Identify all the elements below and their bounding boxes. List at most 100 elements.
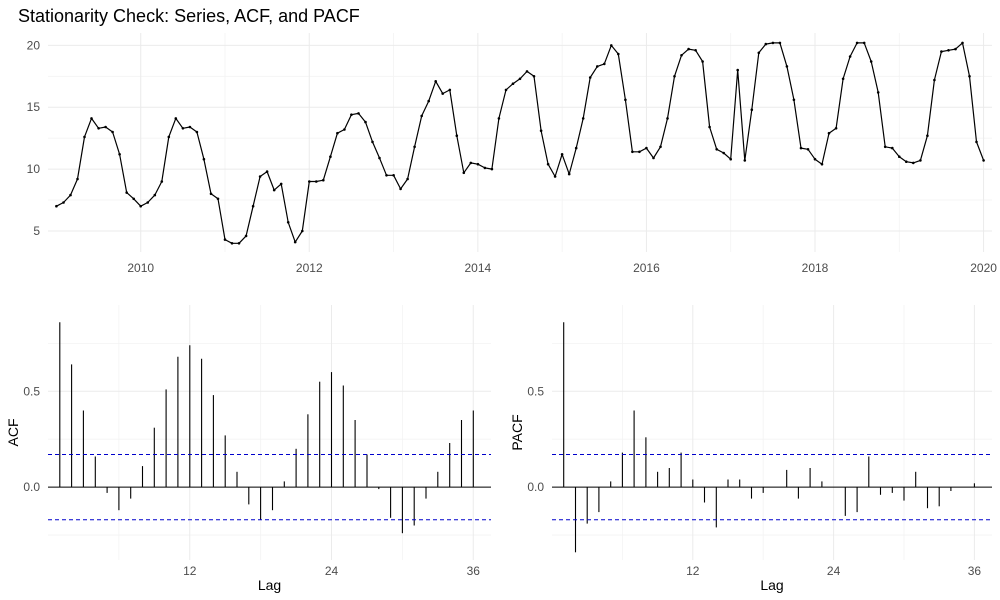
series-point bbox=[574, 146, 578, 150]
series-point bbox=[968, 75, 971, 78]
series-point bbox=[357, 112, 360, 115]
series-point bbox=[202, 157, 206, 161]
acf-x-axis-title: Lag bbox=[258, 577, 281, 593]
series-point bbox=[876, 91, 880, 94]
series-y-tick-label: 5 bbox=[33, 224, 40, 238]
series-point bbox=[518, 77, 522, 81]
series-point bbox=[350, 113, 353, 116]
series-point bbox=[603, 62, 606, 66]
series-point bbox=[778, 41, 782, 45]
series-point bbox=[961, 41, 964, 45]
acf-y-tick-label: 0.0 bbox=[23, 480, 40, 494]
series-point bbox=[687, 47, 690, 51]
series-point bbox=[525, 70, 529, 73]
series-point bbox=[385, 174, 388, 177]
series-point bbox=[181, 127, 185, 130]
series-point bbox=[153, 193, 157, 197]
series-point bbox=[750, 108, 754, 111]
series-point bbox=[146, 201, 149, 204]
series-point bbox=[581, 117, 585, 120]
series-point bbox=[757, 51, 761, 55]
series-point bbox=[869, 60, 873, 63]
pacf-x-axis-title: Lag bbox=[760, 577, 783, 593]
series-point bbox=[132, 197, 135, 201]
series-point bbox=[315, 180, 318, 183]
series-point bbox=[448, 88, 452, 92]
series-point bbox=[792, 98, 796, 102]
series-point bbox=[680, 54, 683, 57]
series-point bbox=[785, 65, 789, 68]
series-point bbox=[258, 175, 262, 178]
series-point bbox=[841, 77, 845, 81]
series-point bbox=[329, 155, 332, 158]
series-point bbox=[862, 41, 866, 45]
series-point bbox=[160, 180, 164, 183]
series-point bbox=[216, 197, 220, 201]
series-point bbox=[462, 171, 466, 175]
series-point bbox=[553, 175, 557, 178]
series-point bbox=[483, 166, 487, 170]
series-point bbox=[336, 131, 339, 135]
series-point bbox=[638, 150, 641, 154]
series-point bbox=[469, 161, 473, 165]
series-point bbox=[413, 145, 416, 149]
series-point bbox=[701, 60, 704, 63]
series-point bbox=[118, 153, 121, 156]
series-point bbox=[820, 162, 824, 166]
series-point bbox=[975, 140, 978, 144]
series-grid bbox=[48, 33, 992, 252]
series-point bbox=[799, 146, 803, 150]
series-point bbox=[497, 117, 501, 120]
series-x-tick-label: 2018 bbox=[802, 261, 829, 275]
series-point bbox=[708, 125, 711, 129]
series-point bbox=[195, 130, 199, 134]
series-point bbox=[441, 92, 445, 95]
series-point bbox=[293, 240, 297, 244]
series-point bbox=[308, 180, 311, 183]
series-point bbox=[954, 47, 957, 51]
pacf-panel: 0.0 0.5 12 24 36 Lag PACF bbox=[509, 305, 992, 593]
series-point bbox=[532, 75, 536, 78]
series-point bbox=[624, 98, 627, 102]
series-point bbox=[286, 221, 290, 224]
pacf-y-tick-label: 0.5 bbox=[527, 384, 544, 398]
series-point bbox=[722, 151, 725, 155]
series-point bbox=[399, 187, 402, 191]
series-point bbox=[504, 88, 508, 92]
series-point bbox=[97, 127, 100, 130]
series-y-tick-label: 10 bbox=[27, 162, 41, 176]
series-point bbox=[265, 170, 269, 173]
series-panel: 5 10 15 20 2010 2012 2014 2016 2018 2020 bbox=[27, 33, 997, 275]
series-point bbox=[83, 135, 86, 139]
acf-panel: 0.0 0.5 12 24 36 Lag ACF bbox=[5, 305, 491, 593]
series-point bbox=[237, 242, 241, 245]
series-point bbox=[139, 204, 142, 208]
series-point bbox=[645, 146, 648, 150]
series-x-tick-label: 2020 bbox=[970, 261, 997, 275]
pacf-x-tick-label: 12 bbox=[686, 564, 700, 578]
series-point bbox=[673, 75, 676, 78]
series-point bbox=[490, 167, 494, 171]
series-point bbox=[188, 125, 192, 129]
series-point bbox=[729, 157, 732, 161]
series-point bbox=[631, 150, 634, 154]
series-point bbox=[771, 41, 775, 45]
series-point bbox=[209, 192, 213, 196]
series-point bbox=[230, 242, 234, 245]
series-y-tick-label: 20 bbox=[27, 38, 41, 52]
series-point bbox=[743, 159, 747, 162]
series-point bbox=[371, 140, 374, 144]
series-point bbox=[301, 229, 304, 233]
series-point bbox=[364, 120, 367, 124]
pacf-grid bbox=[552, 305, 992, 560]
series-point bbox=[848, 55, 852, 58]
series-point bbox=[666, 117, 669, 120]
series-point bbox=[343, 128, 346, 131]
series-point bbox=[659, 145, 662, 149]
series-point bbox=[279, 182, 283, 186]
series-point bbox=[855, 41, 859, 45]
pacf-y-tick-label: 0.0 bbox=[527, 480, 544, 494]
series-point bbox=[69, 193, 72, 197]
series-point bbox=[272, 188, 276, 192]
